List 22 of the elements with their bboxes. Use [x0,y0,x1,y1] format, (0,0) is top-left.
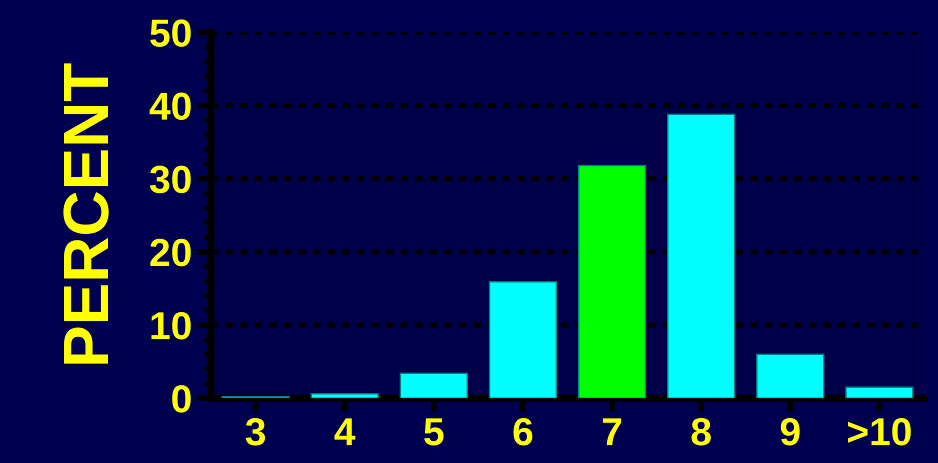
x-tick-label: 8 [692,418,711,446]
y-tick-label: 0 [172,385,191,413]
x-tick-label: 3 [246,418,266,446]
x-tick-label: 4 [334,418,356,446]
bar [400,372,468,398]
bar [667,114,736,398]
x-tick-label: >10 [848,418,911,446]
y-axis-title: PERCENT [63,63,109,364]
bar [578,164,646,398]
y-tick-label: 20 [150,238,191,266]
y-tick-label: 30 [150,166,191,194]
x-tick-label: 5 [424,418,444,446]
y-tick-label: 40 [150,92,191,120]
x-tick-label: 9 [780,418,800,446]
bar [310,393,379,398]
bar [756,354,824,398]
x-tick-label: 7 [602,418,622,446]
bar [845,386,914,398]
bar [488,281,558,398]
x-tick-label: 6 [514,418,532,446]
y-tick-label: 50 [150,19,191,47]
y-tick-label: 10 [151,312,191,340]
